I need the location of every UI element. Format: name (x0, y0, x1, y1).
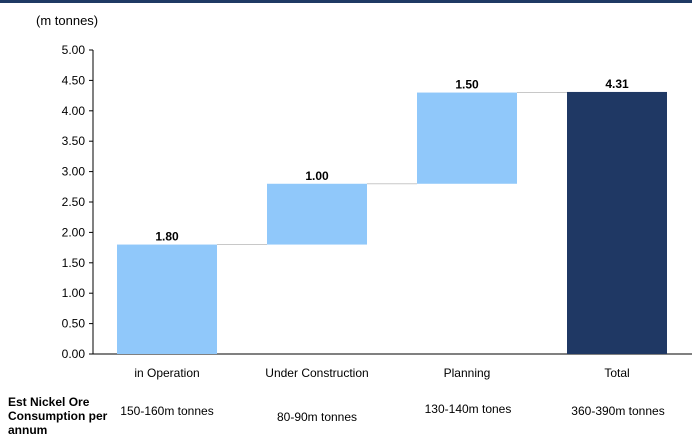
y-tick-label: 0.50 (62, 317, 86, 331)
value-label: 4.31 (605, 77, 629, 91)
consumption-total: 360-390m tonnes (571, 404, 665, 418)
y-tick-label: 3.50 (62, 134, 86, 148)
bar-total (567, 91, 667, 355)
y-tick-label: 1.00 (62, 286, 86, 300)
category-label: Total (604, 366, 629, 380)
y-tick-label: 4.00 (62, 104, 86, 118)
consumption-in-operation: 150-160m tonnes (120, 404, 214, 418)
y-tick-label: 1.50 (62, 256, 86, 270)
consumption-under-construction: 80-90m tonnes (276, 410, 358, 424)
value-label: 1.00 (305, 169, 329, 183)
category-label: in Operation (134, 366, 199, 380)
value-label: 1.50 (455, 78, 479, 92)
y-tick-label: 5.00 (62, 43, 86, 57)
category-label: Under Construction (265, 366, 368, 380)
y-tick-label: 4.50 (62, 73, 86, 87)
top-rule (0, 0, 692, 3)
y-tick-label: 2.50 (62, 195, 86, 209)
consumption-planning: 130-140m tones (424, 402, 512, 416)
bar-under-construction (267, 183, 367, 245)
value-label: 1.80 (155, 230, 179, 244)
y-tick-label: 0.00 (62, 347, 86, 361)
y-tick-label: 2.00 (62, 225, 86, 239)
y-tick-label: 3.00 (62, 165, 86, 179)
category-label: Planning (444, 366, 491, 380)
unit-label: (m tonnes) (36, 13, 99, 28)
bar-in-operation (117, 244, 217, 354)
bar-planning (417, 92, 517, 184)
consumption-row-header: Est Nickel Ore Consumption per annum (8, 395, 108, 437)
